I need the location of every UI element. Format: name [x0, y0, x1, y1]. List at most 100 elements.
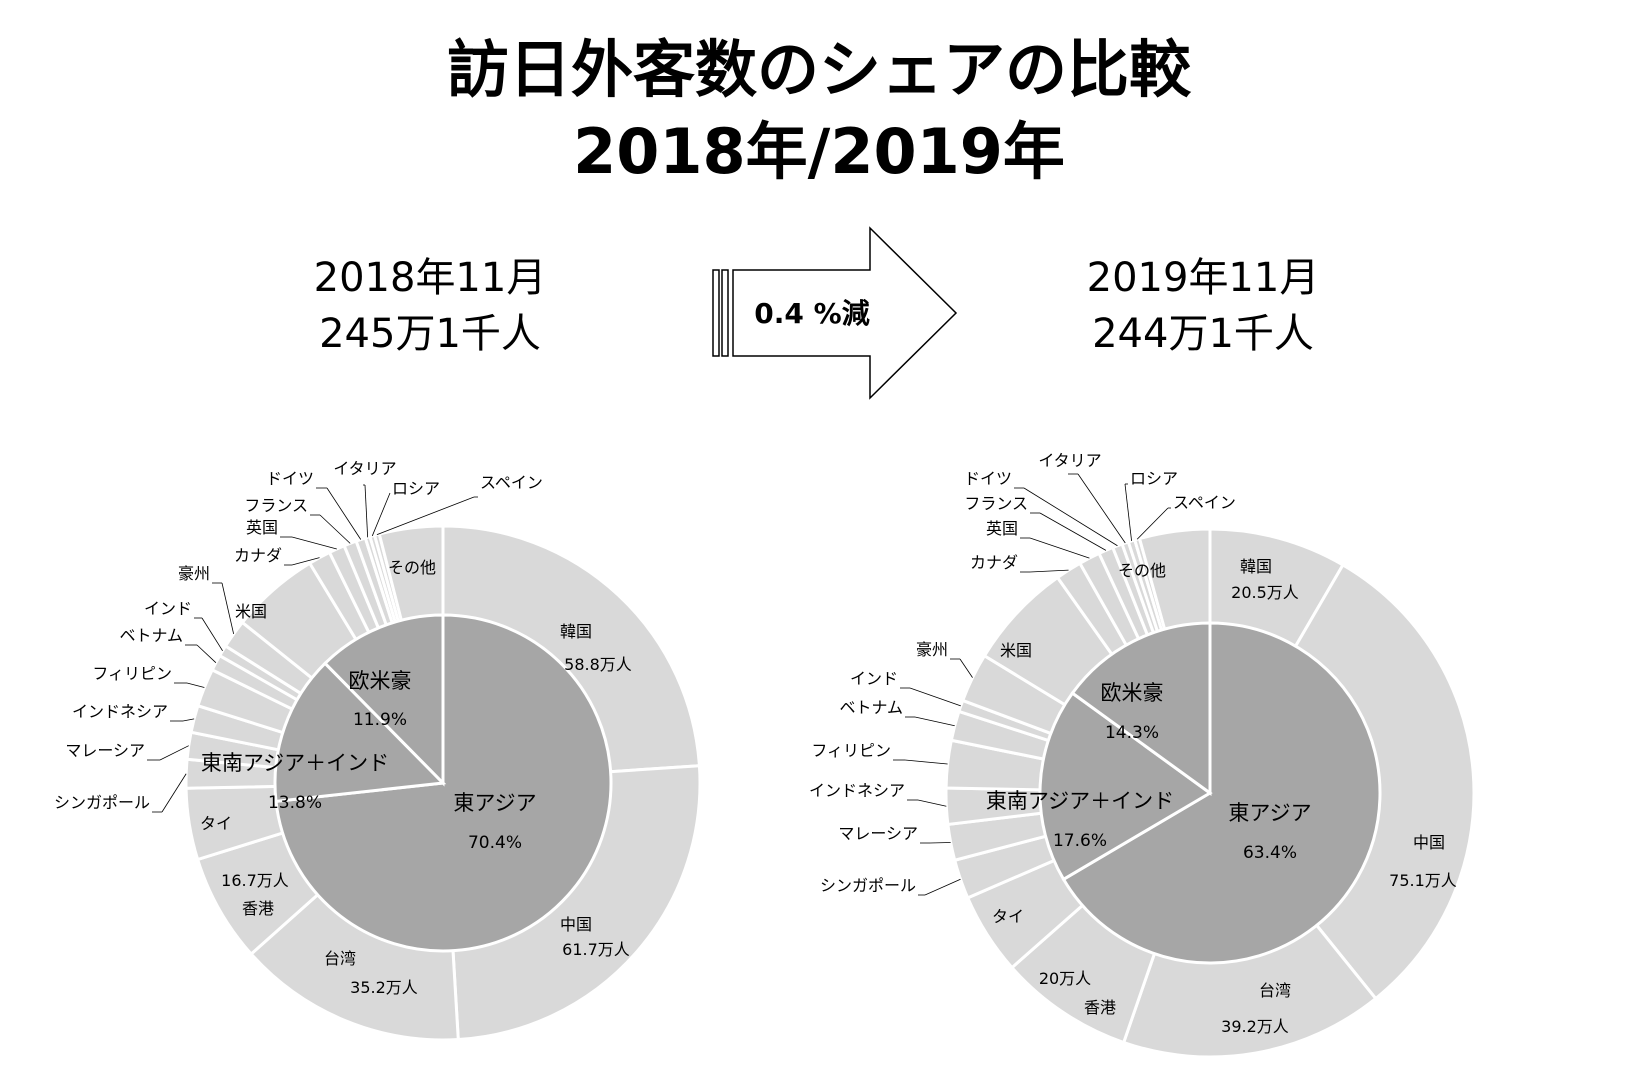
leader-line: [914, 716, 955, 727]
inner-slice-label: 欧米豪: [349, 669, 412, 693]
outer-slice-label: マレーシア: [838, 824, 918, 843]
outer-slice-value: 75.1万人: [1389, 871, 1457, 890]
outer-slice-value: 20万人: [1039, 969, 1091, 988]
outer-slice-label: インド: [850, 669, 898, 688]
outer-slice-label: タイ: [992, 907, 1024, 926]
inner-slice-percent: 14.3%: [1105, 723, 1159, 743]
outer-slice-label: 韓国: [560, 622, 592, 641]
outer-slice-label: マレーシア: [65, 741, 145, 760]
arrow-stripe-2: [721, 269, 729, 357]
outer-slice-label: 豪州: [178, 564, 210, 583]
period-2018-total: 245万1千人: [319, 311, 541, 357]
inner-slice-label: 東アジア: [1228, 801, 1311, 825]
outer-slice-value: 39.2万人: [1221, 1017, 1289, 1036]
leader-line: [1029, 569, 1069, 573]
outer-slice-label: イタリア: [1038, 451, 1101, 470]
inner-slice: [273, 661, 447, 804]
leader-line: [929, 842, 951, 844]
outer-slice-label: 米国: [1000, 641, 1032, 660]
leader-line: [326, 487, 362, 540]
inner-slice-label: 東南アジア＋インド: [201, 751, 389, 775]
leader-line: [1039, 512, 1107, 551]
inner-slice: [1070, 621, 1212, 796]
period-2019-month: 2019年11月: [1086, 255, 1320, 301]
outer-slice-label: ドイツ: [964, 469, 1012, 488]
outer-slice-label: ドイツ: [266, 469, 314, 488]
outer-slice-label: ロシア: [1130, 469, 1178, 488]
leader-line: [291, 557, 320, 566]
outer-slice-label: カナダ: [970, 553, 1018, 572]
donut-chart-0: [184, 524, 702, 1042]
outer-slice-label: イタリア: [333, 459, 396, 478]
outer-slice-label: フランス: [964, 494, 1028, 513]
page-title: 訪日外客数のシェアの比較: [446, 33, 1191, 106]
period-2019: 2019年11月 244万1千人: [1003, 250, 1403, 362]
inner-slice-label: 欧米豪: [1101, 681, 1164, 705]
leader-line: [182, 718, 195, 722]
leader-line: [371, 492, 391, 537]
donut-chart-1: [944, 527, 1476, 1059]
inner-slice-percent: 70.4%: [468, 833, 522, 853]
leader-line: [364, 484, 369, 538]
leader-line: [186, 682, 205, 688]
outer-slice-label: 韓国: [1240, 557, 1272, 576]
inner-slice-percent: 13.8%: [268, 793, 322, 813]
leader-line: [1023, 487, 1118, 547]
outer-slice-label: タイ: [200, 814, 232, 833]
outer-slice-value: 20.5万人: [1231, 583, 1299, 602]
page-subtitle: 2018年/2019年: [573, 115, 1065, 188]
leader-line: [376, 496, 475, 536]
outer-slice-label: フィリピン: [811, 741, 891, 760]
inner-slice: [322, 613, 445, 787]
outer-slice-label: スペイン: [1173, 493, 1236, 512]
leader-line: [904, 759, 948, 765]
inner-slice: [1061, 621, 1382, 965]
outer-slice-value: 61.7万人: [562, 940, 630, 959]
inner-slice-label: 東アジア: [453, 791, 536, 815]
leader-line: [161, 773, 187, 813]
outer-slice-label: 中国: [1413, 833, 1445, 852]
leader-line: [319, 514, 351, 544]
leader-line: [1124, 483, 1132, 541]
outer-slice-value: 35.2万人: [350, 978, 418, 997]
outer-slice-label: 英国: [246, 518, 278, 537]
outer-slice-label: 香港: [1084, 998, 1116, 1017]
leader-line: [201, 617, 223, 652]
leader-line: [959, 658, 973, 678]
arrow-stripe-1: [712, 269, 720, 357]
leader-line: [291, 536, 337, 550]
leader-line: [1029, 537, 1090, 559]
outer-slice-label: ロシア: [392, 479, 440, 498]
leader-line: [924, 878, 961, 896]
inner-slice-percent: 63.4%: [1243, 843, 1297, 863]
outer-slice-label: 米国: [235, 602, 267, 621]
leader-line: [909, 687, 961, 707]
period-2018: 2018年11月 245万1千人: [230, 250, 630, 362]
leader-line: [221, 582, 235, 635]
outer-slice-label: インドネシア: [809, 781, 905, 800]
outer-slice-label: 中国: [560, 915, 592, 934]
outer-slice-value: 58.8万人: [564, 655, 632, 674]
period-2019-total: 244万1千人: [1092, 311, 1314, 357]
change-label: 0.4 %減: [754, 297, 869, 330]
outer-slice-label: 台湾: [1259, 981, 1291, 1000]
leader-line: [196, 644, 217, 664]
outer-slice-label: シンガポール: [54, 793, 150, 812]
inner-slice-percent: 11.9%: [353, 710, 407, 730]
outer-slice-label: 英国: [986, 519, 1018, 538]
inner-slice-percent: 17.6%: [1053, 831, 1107, 851]
outer-slice-label: スペイン: [480, 473, 543, 492]
outer-slice-label: シンガポール: [820, 876, 916, 895]
outer-slice-label: カナダ: [234, 546, 282, 565]
outer-slice-label: フランス: [244, 496, 308, 515]
outer-slice-label: 台湾: [324, 949, 356, 968]
outer-slice-label: インドネシア: [72, 702, 168, 721]
outer-slice-label: フィリピン: [92, 664, 172, 683]
outer-slice-label: インド: [144, 599, 192, 618]
outer-slice-label: その他: [388, 558, 436, 577]
outer-slice-value: 16.7万人: [221, 871, 289, 890]
leader-line: [159, 745, 189, 761]
leader-line: [1136, 507, 1169, 540]
